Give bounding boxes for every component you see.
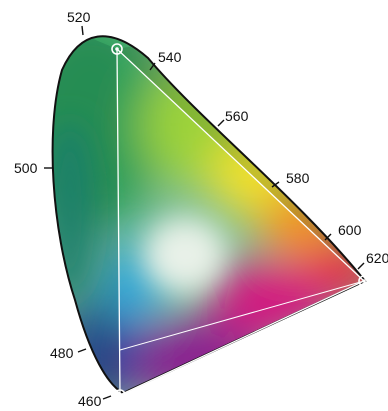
inner-gamut-line: [119, 280, 365, 351]
label-600: 600: [338, 222, 362, 238]
tick-620: [357, 262, 365, 270]
label-580: 580: [286, 170, 310, 186]
red-primary-marker: [358, 275, 370, 287]
tick-560: [217, 119, 225, 127]
label-480: 480: [50, 345, 74, 361]
green-region: [52, 36, 170, 230]
label-540: 540: [158, 49, 182, 65]
label-560: 560: [225, 108, 249, 124]
blue-primary-marker: [114, 389, 126, 401]
label-500: 500: [14, 160, 38, 176]
spectral-locus-outline: [51, 35, 367, 395]
label-520: 520: [67, 9, 91, 25]
tick-540: [149, 62, 156, 71]
outside-gamut-left: [52, 36, 120, 393]
tick-580: [271, 181, 280, 188]
tick-480: [77, 348, 87, 353]
tick-520: [81, 25, 84, 36]
white-point-glow: [143, 217, 227, 293]
tick-460: [102, 395, 112, 400]
tick-600: [324, 233, 332, 241]
gamut-triangle: [116, 47, 366, 397]
green-primary-marker: [111, 43, 123, 55]
purple-region: [120, 320, 260, 393]
label-620: 620: [366, 250, 388, 266]
label-460: 460: [78, 393, 102, 409]
